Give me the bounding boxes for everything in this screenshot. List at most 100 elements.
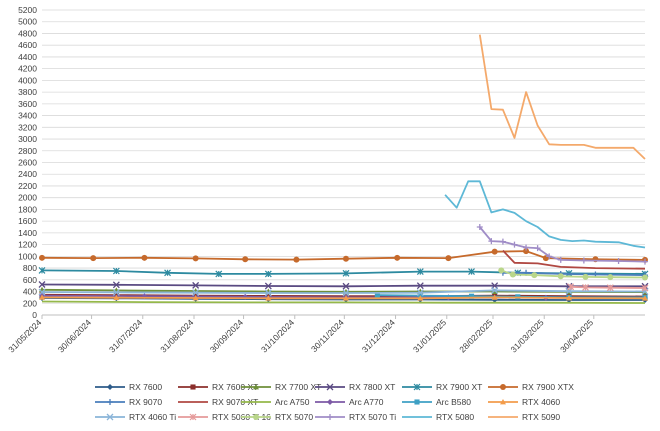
y-tick-label: 1800 [18, 204, 37, 214]
legend-label: Arc B580 [436, 397, 471, 407]
data-point [253, 384, 259, 390]
y-tick-label: 200 [23, 298, 37, 308]
data-point [190, 384, 196, 390]
data-point [491, 294, 498, 300]
data-point [476, 224, 483, 231]
data-point [641, 284, 649, 292]
legend-item: RX 7900 XTX [488, 382, 574, 392]
y-tick-label: 5000 [18, 17, 37, 27]
legend-label: Arc A750 [275, 397, 310, 407]
legend-item: RX 7600 [95, 382, 162, 392]
y-tick-label: 600 [23, 275, 37, 285]
data-point [413, 383, 421, 391]
data-point [491, 248, 498, 255]
data-point [342, 289, 350, 297]
x-tick-label: 30/09/2024 [208, 317, 245, 354]
data-point [38, 281, 46, 288]
x-tick-label: 31/12/2024 [360, 317, 397, 354]
data-point [342, 295, 349, 301]
y-tick-label: 400 [23, 287, 37, 297]
series-line [570, 285, 646, 289]
legend-label: RTX 4060 [522, 397, 560, 407]
series-rtx-5080 [444, 180, 646, 249]
data-point [253, 414, 259, 420]
x-tick-label: 31/08/2024 [158, 317, 195, 354]
series-line [444, 180, 646, 249]
legend-item: RTX 5090 [488, 412, 560, 422]
x-axis: 31/05/2024 30/06/2024 31/07/2024 31/08/2024… [6, 314, 645, 354]
data-point [498, 267, 505, 274]
series-rtx-4060 [39, 294, 648, 301]
y-tick-label: 1200 [18, 240, 37, 250]
data-point [500, 399, 506, 405]
data-point [531, 272, 538, 279]
legend-label: RTX 5090 [522, 412, 560, 422]
legend-item: RX 9070 [95, 397, 162, 407]
data-point [112, 288, 120, 296]
x-tick-label: 31/10/2024 [259, 317, 296, 354]
y-tick-label: 5200 [18, 5, 37, 15]
legend-item: RX 7700 XT [241, 382, 321, 392]
data-point [90, 255, 97, 262]
data-point [445, 255, 452, 262]
y-axis: 0200400600800100012001400160018002000220… [18, 5, 37, 320]
y-tick-label: 2400 [18, 169, 37, 179]
legend-item: RX 7800 XT [315, 382, 395, 392]
legend-label: RTX 5070 [275, 412, 313, 422]
data-point [534, 245, 541, 252]
series-rx-9070-xt [502, 249, 646, 270]
y-tick-label: 4600 [18, 40, 37, 50]
y-tick-label: 3400 [18, 111, 37, 121]
y-tick-label: 4800 [18, 28, 37, 38]
y-tick-label: 4200 [18, 64, 37, 74]
gridlines [42, 9, 645, 316]
y-tick-label: 1000 [18, 251, 37, 261]
data-point [242, 256, 249, 263]
legend-label: RX 7600 [129, 382, 162, 392]
data-point [523, 248, 530, 255]
y-tick-label: 3800 [18, 87, 37, 97]
data-point [141, 254, 148, 261]
y-tick-label: 2600 [18, 158, 37, 168]
data-point [39, 254, 45, 261]
legend-item: RX 7600 XT [178, 382, 258, 392]
series-line [478, 34, 646, 160]
data-point [499, 238, 506, 245]
data-point [342, 255, 349, 262]
legend-label: RX 9070 [129, 397, 162, 407]
data-point [582, 284, 589, 291]
y-tick-label: 1600 [18, 216, 37, 226]
x-tick-label: 30/11/2024 [309, 317, 346, 354]
legend-label: Arc A770 [349, 397, 384, 407]
data-point [192, 289, 200, 297]
y-tick-label: 2200 [18, 181, 37, 191]
data-point [523, 244, 530, 251]
data-point [417, 295, 424, 301]
data-point [326, 383, 334, 391]
legend-item: Arc A750 [241, 397, 310, 407]
data-point [546, 253, 553, 260]
data-point [416, 289, 424, 297]
data-point [509, 271, 516, 278]
series-rx-7800-xt [38, 281, 649, 290]
data-point [192, 255, 199, 262]
data-point [642, 258, 648, 265]
legend-label: RX 9070 XT [212, 397, 258, 407]
data-point [374, 292, 380, 298]
data-point [606, 284, 614, 292]
data-point [488, 238, 495, 245]
y-tick-label: 4400 [18, 52, 37, 62]
legend-item: RTX 4060 [488, 397, 560, 407]
data-point [39, 294, 45, 300]
data-point [215, 270, 223, 278]
y-tick-label: 3000 [18, 134, 37, 144]
legend-item: RTX 5070 Ti [315, 412, 396, 422]
data-point [511, 241, 518, 248]
x-tick-label: 31/03/2025 [508, 317, 545, 354]
y-tick-label: 2000 [18, 193, 37, 203]
data-point [566, 294, 573, 301]
data-point [414, 399, 420, 405]
legend-label: RTX 4060 Ti [129, 412, 176, 422]
y-tick-label: 800 [23, 263, 37, 273]
